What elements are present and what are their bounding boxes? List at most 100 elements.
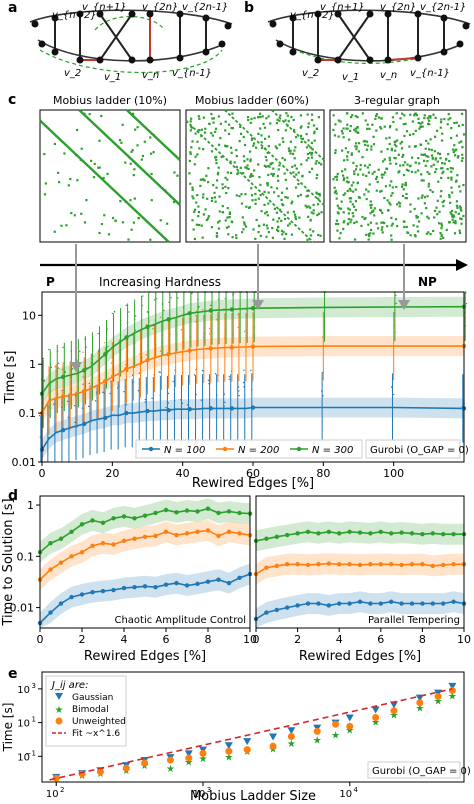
node-label: v_1 [104, 72, 121, 83]
outlier-point [243, 386, 245, 388]
node-label: v_n [142, 70, 159, 81]
matrix-entry [213, 191, 216, 194]
matrix-entry [427, 155, 430, 158]
outlier-point [124, 386, 126, 388]
matrix-entry [402, 123, 405, 126]
matrix-entry [103, 214, 106, 217]
data-point [100, 520, 106, 526]
matrix-entry [433, 209, 437, 212]
node-label: v_{n-1} [410, 68, 450, 79]
matrix-entry [259, 183, 262, 186]
series-line [41, 305, 465, 395]
data-point [163, 582, 169, 587]
matrix-entry [332, 128, 335, 132]
matrix-entry [239, 132, 243, 135]
data-point [399, 562, 404, 568]
matrix-entry [130, 150, 133, 153]
data-point [250, 405, 256, 410]
data-point [90, 518, 95, 523]
gaussian-point [224, 742, 233, 750]
matrix-entry [93, 162, 96, 166]
matrix-entry [404, 196, 407, 200]
outlier-point [231, 341, 233, 344]
matrix-entry [352, 161, 355, 165]
data-point [326, 603, 331, 608]
matrix-entry [233, 161, 236, 164]
matrix-entry [384, 171, 387, 174]
matrix-entry [65, 224, 68, 227]
matrix-entry [350, 152, 353, 155]
matrix-entry [389, 162, 392, 165]
legend-label: N = 200 [238, 445, 279, 456]
matrix-entry [433, 150, 436, 153]
data-point [216, 510, 221, 516]
matrix-entry [403, 225, 406, 229]
matrix-entry [397, 201, 401, 204]
matrix-entry [305, 159, 308, 162]
matrix-entry [345, 180, 349, 183]
matrix-entry [372, 143, 376, 146]
matrix-entry [441, 172, 444, 175]
matrix-entry [121, 123, 124, 126]
matrix-entry [224, 120, 227, 123]
x-tick-label: 0 [39, 467, 46, 480]
matrix-entry [405, 192, 408, 196]
matrix-entry [353, 128, 356, 131]
data-point [237, 575, 242, 581]
matrix-entry [259, 112, 262, 115]
plot-frame [255, 495, 465, 629]
matrix-entry [442, 205, 445, 208]
matrix-entry [263, 126, 267, 129]
node-label: v_{n+2} [290, 10, 335, 21]
outlier-point [232, 293, 235, 295]
matrix-entry [458, 231, 462, 234]
outlier-point [61, 406, 63, 409]
matrix-entry [306, 113, 309, 116]
legend-title: J_ij are: [50, 680, 88, 691]
matrix-entry [354, 188, 357, 191]
matrix-entry [410, 170, 414, 173]
matrix-entry [215, 158, 218, 162]
outlier-point [81, 407, 83, 409]
matrix-entry [191, 219, 194, 222]
x-tick-exponent: 2 [60, 786, 64, 794]
outlier-point [96, 393, 98, 395]
matrix-entry [369, 221, 373, 224]
matrix-entry [418, 127, 421, 130]
matrix-entry [369, 228, 373, 232]
matrix-entry [367, 171, 371, 174]
unweighted-point [78, 770, 86, 778]
matrix-entry [344, 168, 347, 171]
matrix-entry [189, 152, 192, 155]
matrix-entry [316, 213, 319, 217]
ladder-nodes [269, 10, 470, 64]
matrix-entry [379, 209, 383, 212]
gaussian-point [448, 682, 457, 690]
matrix-entry [379, 126, 382, 129]
data-point [305, 562, 311, 568]
outlier-point [70, 369, 72, 371]
data-point [166, 407, 171, 413]
matrix-entry [420, 173, 423, 176]
matrix-entry [73, 214, 76, 217]
matrix-entry [191, 140, 194, 143]
outlier-point [125, 404, 128, 406]
x-axis-label: Rewired Edges [%] [84, 649, 206, 664]
matrix-entry [315, 191, 318, 194]
outlier-point [250, 369, 252, 372]
matrix-entry [340, 200, 343, 203]
matrix-entry [409, 234, 412, 237]
matrix-entry [249, 158, 252, 161]
matrix-entry [277, 217, 281, 220]
matrix-entry [363, 164, 367, 167]
matrix-entry [405, 168, 409, 171]
matrix-entry [443, 117, 446, 121]
data-point [305, 601, 311, 606]
outlier-point [111, 312, 114, 315]
matrix-entry [318, 161, 321, 164]
legend-marker [296, 446, 302, 452]
matrix-entry [415, 216, 418, 219]
matrix-entry [369, 204, 372, 207]
outlier-point [107, 345, 109, 348]
data-point [103, 378, 108, 384]
